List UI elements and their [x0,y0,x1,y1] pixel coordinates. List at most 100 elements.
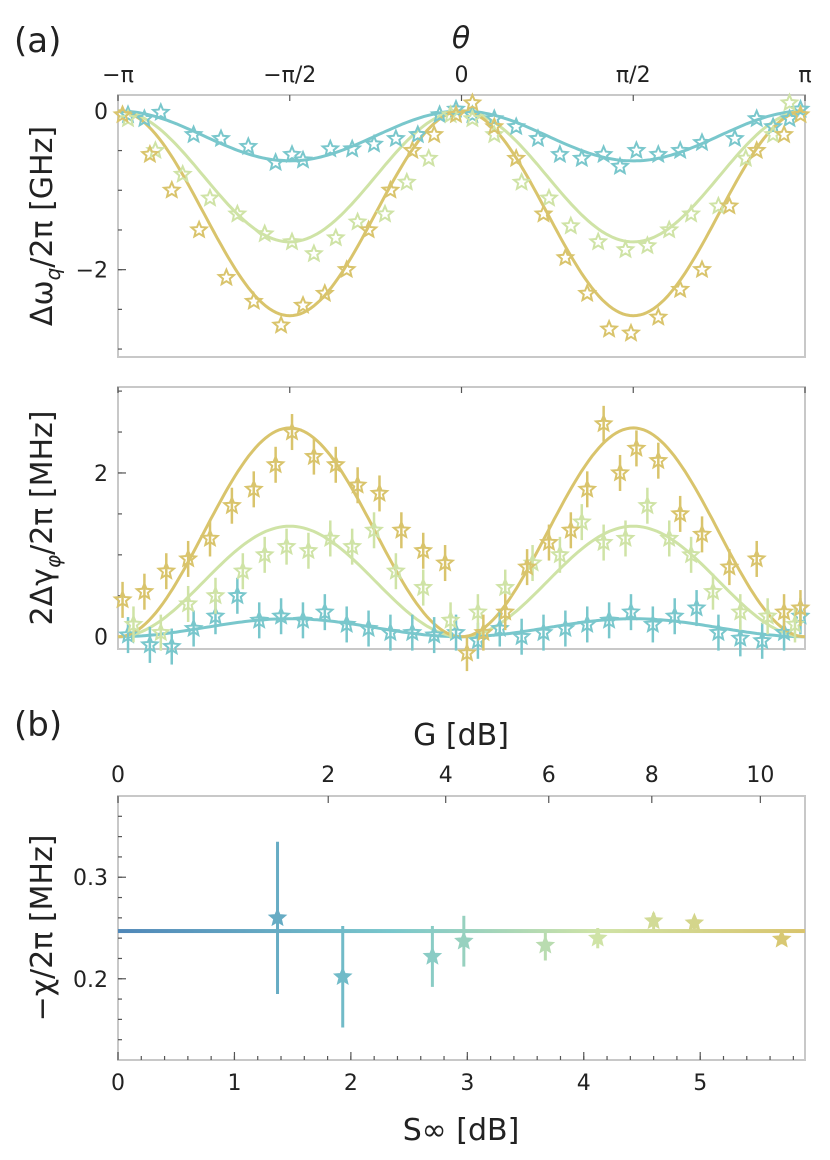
chi-data-point [643,910,664,930]
a-top-data-point [363,133,385,153]
a-top-data-point [189,219,210,239]
a-top-data-point [555,247,576,267]
a-top-data-point [659,219,680,239]
a-bottom-data-point [517,556,538,576]
a-top-data-point [681,203,702,223]
a-top-y-tick-label: −2 [76,259,108,284]
a-bottom-data-point [347,474,368,494]
a-bottom-data-point [719,556,740,576]
a-top-data-point [216,266,237,287]
a-top-data-point [746,139,767,160]
a-top-data-point [112,104,133,124]
a-top-data-point [763,116,784,136]
a-top-data-point [281,231,303,251]
a-top-data-point [560,215,581,235]
a-bottom-data-point [298,540,319,560]
chi-data-point [684,912,705,932]
g-tick-label: 8 [645,763,659,788]
a-bottom-data-point [615,527,636,547]
s-tick-label: 1 [227,1071,241,1096]
a-top-data-point [385,128,406,148]
g-tick-label: 0 [111,763,125,788]
a-top-data-point [533,203,554,223]
a-bottom-data-point [424,624,445,644]
a-top-data-point [773,124,795,144]
a-bottom-data-point [178,593,199,613]
s-axis-label: S∞ [dB] [403,1113,520,1148]
a-bottom-data-point [577,478,598,498]
a-top-ylabel-prefix: Δω [25,280,60,326]
a-bottom-data-point [358,617,379,638]
a-bottom-y-tick-label: 0 [94,626,108,651]
a-top-data-point [779,92,800,112]
s-tick-label: 4 [577,1071,591,1096]
a-top-data-point [506,147,527,168]
a-bottom-data-point [560,519,581,539]
a-bottom-data-point [199,527,221,547]
theta-tick-label: π/2 [616,63,651,88]
a-bottom-data-point [123,613,144,634]
a-bottom-data-point [183,617,204,638]
a-top-data-point [407,124,428,144]
a-top-data-point [719,195,740,215]
a-bottom-ylabel: 2Δγφ/2π [MHz] [25,411,65,626]
a-top-data-point [670,139,691,160]
a-top-data-point [320,138,341,158]
a-bottom-fit-curve [117,426,806,639]
theta-axis-label: θ [452,21,470,56]
a-bottom-data-point [730,601,751,621]
a-top-data-point [303,243,324,263]
a-bottom-data-point [440,609,461,629]
a-top-data-point [527,128,549,148]
a-bottom-data-point [757,605,778,625]
a-bottom-data-point [599,609,620,629]
a-top-data-point [254,223,275,243]
a-top-data-point [637,235,658,255]
a-top-data-point [424,124,445,144]
a-bottom-data-point [659,527,680,547]
a-bottom-data-point [413,576,434,597]
a-bottom-data-point [435,552,456,572]
a-bottom-data-point [549,544,570,564]
a-top-data-point [243,290,264,311]
a-top-data-point [292,149,314,169]
a-top-data-point [342,138,363,158]
chi-data-point [332,966,353,986]
a-bottom-data-point [773,601,795,621]
panel-label-a: (a) [14,21,61,61]
a-top-data-point [418,147,439,168]
a-bottom-ylabel-prefix: 2Δγ [25,568,60,625]
a-bottom-data-point [495,601,516,621]
a-bottom-y-tick-label: 2 [94,462,108,487]
a-top-data-point [724,128,745,148]
a-top-data-point [691,259,713,279]
a-bottom-data-point [456,642,478,662]
a-bottom-data-point [538,531,560,552]
g-tick-label: 2 [321,763,335,788]
g-tick-label: 6 [542,763,556,788]
a-bottom-data-point [413,540,434,560]
a-top-data-point [670,278,691,299]
a-bottom-data-point [593,413,614,433]
a-top-data-point [511,171,532,191]
a-bottom-data-point [243,478,264,498]
a-bottom-data-point [369,482,390,503]
a-bottom-ylabel-sub: φ [41,555,65,568]
chi-data-point [267,907,288,927]
a-top-data-point [599,318,620,338]
b-y-tick-label: 0.3 [73,866,108,891]
a-bottom-data-point [254,544,275,564]
a-bottom-data-point [790,597,811,617]
a-top-data-point [484,108,505,128]
a-top-data-point [462,92,483,112]
a-bottom-data-point [134,581,155,601]
b-y-tick-label: 0.2 [73,968,108,993]
panel-a-top: θ −π −π/2 0 π/2 π 0 −2 Δωq/2π [GHz] [25,21,812,358]
a-top-data-point [620,322,642,342]
a-bottom-data-point [292,609,314,629]
theta-tick-label: −π [102,63,134,88]
chi-fit-line [118,929,805,934]
chi-data-point [422,946,443,965]
a-bottom-data-point [686,597,707,617]
a-bottom-data-point [495,577,516,597]
